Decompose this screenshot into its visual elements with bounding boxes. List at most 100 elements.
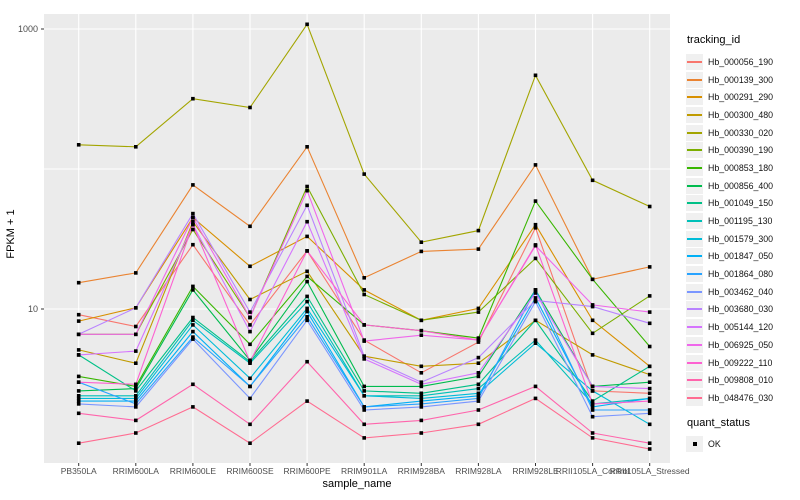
legend-key-line [687, 326, 702, 329]
data-point [533, 341, 538, 345]
legend-key-line [687, 255, 702, 258]
data-point [647, 364, 652, 369]
data-point [134, 382, 138, 387]
data-point [647, 294, 652, 298]
quant-status-items: OK [686, 435, 798, 453]
data-point [191, 337, 195, 341]
data-point [76, 402, 81, 406]
legend-item-label: Hb_001049_150 [708, 198, 774, 209]
data-point [305, 294, 309, 299]
legend-item-label: Hb_000300_480 [708, 109, 774, 120]
data-point [590, 414, 595, 419]
data-point [248, 315, 252, 320]
data-point [248, 359, 252, 364]
data-point [647, 321, 652, 326]
legend-item-Hb_005144_120: Hb_005144_120 [686, 318, 798, 336]
legend-key-swatch [686, 159, 703, 176]
data-point [305, 315, 309, 319]
legend-key-swatch [686, 106, 703, 123]
data-point [76, 394, 81, 398]
data-point [305, 359, 309, 364]
legend-item-Hb_001579_300: Hb_001579_300 [686, 230, 798, 248]
legend-key-swatch [686, 283, 703, 300]
y-tick-label: 10 [28, 304, 38, 314]
data-point [134, 386, 138, 391]
legend-item-Hb_000390_190: Hb_000390_190 [686, 141, 798, 159]
data-point [248, 384, 252, 389]
data-point [476, 361, 481, 365]
data-point [419, 405, 424, 409]
x-tick-label: RRII105LA_Stressed [610, 466, 690, 476]
data-point [419, 328, 424, 333]
data-point [191, 318, 195, 323]
legend-item-label: Hb_001579_300 [708, 233, 774, 244]
data-point [191, 219, 195, 224]
data-point [134, 405, 138, 409]
legend-key-line [687, 290, 702, 293]
data-point [362, 339, 366, 343]
x-tick-label: RRIM600LE [170, 466, 217, 476]
data-point [191, 215, 195, 220]
legend-key-swatch [686, 301, 703, 318]
data-point [362, 357, 366, 361]
legend-key-swatch [686, 213, 703, 230]
legend-item-Hb_000853_180: Hb_000853_180 [686, 159, 798, 177]
legend-item-label: Hb_001864_080 [708, 269, 774, 280]
data-point [305, 299, 309, 304]
data-point [362, 394, 366, 398]
legend-item-Hb_000856_400: Hb_000856_400 [686, 177, 798, 195]
data-point [362, 323, 366, 327]
legend: tracking_id Hb_000056_190 Hb_000139_300 Hb… [686, 34, 798, 452]
data-point [533, 199, 538, 203]
legend-key-swatch [686, 177, 703, 194]
data-point [305, 219, 309, 224]
data-point [590, 318, 595, 323]
data-point [362, 384, 366, 389]
quant-status-label: OK [708, 438, 721, 449]
data-point [590, 384, 595, 389]
data-point [476, 338, 481, 342]
data-point [134, 418, 138, 423]
data-point [76, 399, 81, 403]
data-point [590, 405, 595, 409]
data-point [647, 380, 652, 384]
data-point [419, 382, 424, 387]
legend-item-label: Hb_001195_130 [708, 216, 773, 227]
data-point [76, 348, 81, 352]
data-point [647, 310, 652, 314]
legend-items: Hb_000056_190 Hb_000139_300 Hb_000291_290 H… [686, 53, 798, 407]
x-tick-label: RRIM600LA [113, 466, 160, 476]
legend-key-swatch [686, 389, 703, 406]
data-point [476, 355, 481, 360]
data-point [362, 405, 366, 409]
data-point [134, 361, 138, 365]
data-point [191, 242, 195, 247]
legend-key-line [687, 343, 702, 346]
data-point [590, 436, 595, 440]
legend-key-swatch [686, 354, 703, 371]
legend-item-label: Hb_000330_020 [708, 127, 774, 138]
quant-key-swatch [686, 435, 703, 452]
data-point [305, 399, 309, 403]
data-point [305, 234, 309, 239]
legend-key-swatch [686, 71, 703, 88]
data-point [134, 332, 138, 337]
data-point [476, 408, 481, 412]
data-point [248, 323, 252, 327]
black-square-point-icon [692, 441, 697, 446]
data-point [362, 172, 366, 176]
legend-item-Hb_009808_010: Hb_009808_010 [686, 371, 798, 389]
y-tick-label: 1000 [18, 24, 38, 34]
data-point [305, 309, 309, 314]
data-point [362, 436, 366, 440]
data-point [647, 396, 652, 401]
data-point [533, 163, 538, 167]
data-point [76, 280, 81, 285]
data-point [134, 431, 138, 435]
data-point [533, 288, 538, 292]
data-point [533, 318, 538, 323]
data-point [248, 264, 252, 269]
data-point [476, 382, 481, 387]
data-point [191, 382, 195, 387]
